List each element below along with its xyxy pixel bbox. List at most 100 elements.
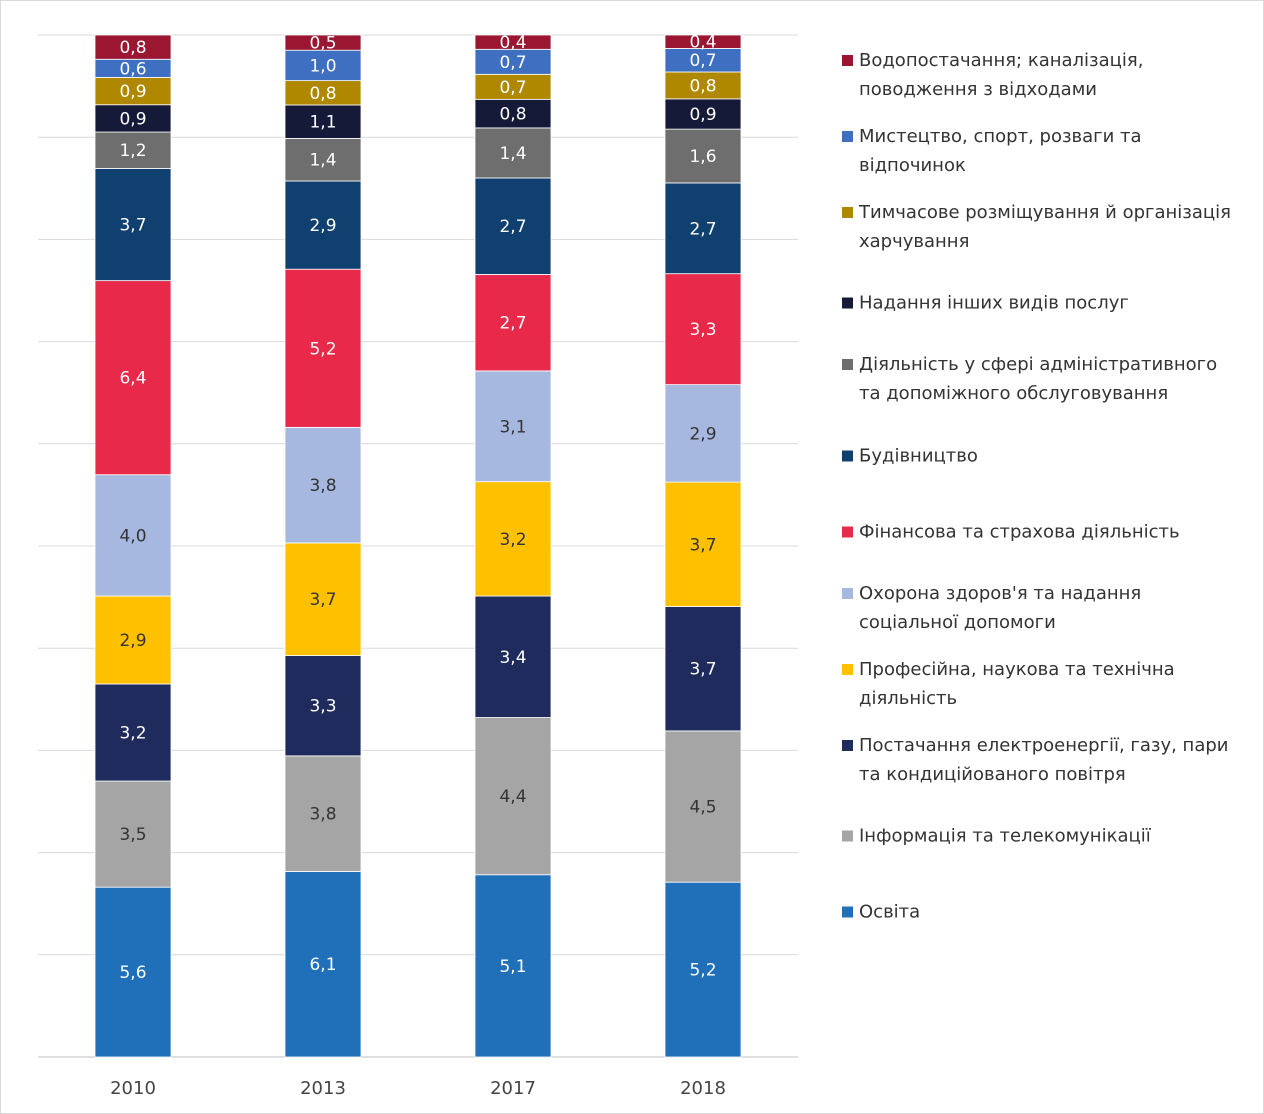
- bar-segment: [94, 886, 172, 1058]
- bar-segment: [664, 182, 742, 275]
- bar-segment: [474, 73, 552, 100]
- data-label: 3,2: [119, 724, 146, 744]
- bar-segment: [94, 683, 172, 782]
- bar-segment: [664, 730, 742, 883]
- legend-label: Надання інших видів послуг: [859, 292, 1129, 314]
- legend-item: Фінансова та страхова діяльність: [842, 517, 1252, 546]
- data-label: 3,1: [499, 417, 526, 437]
- bar-segment: [284, 755, 362, 872]
- legend-label: Постачання електроенергії, газу, пари та…: [859, 734, 1229, 785]
- legend-item: Охорона здоров'я та надання соціальної д…: [842, 579, 1252, 637]
- data-label: 1,0: [309, 56, 336, 76]
- bar-segment: [284, 34, 362, 51]
- bar-segment: [94, 77, 172, 106]
- legend-label: Тимчасове розміщування й організація хар…: [859, 202, 1231, 253]
- bar-segment: [664, 98, 742, 130]
- x-tick-label: 2018: [680, 1078, 726, 1099]
- legend-item: Мистецтво, спорт, розваги та відпочинок: [842, 122, 1252, 180]
- bar-segment: [474, 481, 552, 597]
- legend-swatch: [842, 450, 853, 461]
- data-label: 4,5: [689, 798, 716, 818]
- data-label: 0,9: [689, 105, 716, 125]
- bar-segment: [664, 128, 742, 184]
- legend-swatch: [842, 587, 853, 599]
- bar-segment: [284, 871, 362, 1058]
- legend-swatch: [842, 207, 853, 219]
- data-label: 2,9: [119, 631, 146, 651]
- legend-swatch: [842, 359, 853, 371]
- data-label: 1,6: [689, 147, 716, 167]
- bar-segment: [284, 542, 362, 656]
- bar-segment: [94, 780, 172, 888]
- bar-segment: [664, 481, 742, 607]
- bar-segment: [474, 177, 552, 275]
- data-label: 0,4: [689, 33, 716, 53]
- legend-label: Діяльність у сфері адміністративного та …: [859, 354, 1218, 405]
- data-label: 0,7: [689, 51, 716, 71]
- legend-swatch: [842, 526, 853, 538]
- legend-swatch: [842, 297, 853, 309]
- data-label: 1,2: [119, 141, 146, 161]
- bar-segment: [474, 98, 552, 129]
- bar-segment: [474, 34, 552, 50]
- data-label: 2,7: [499, 217, 526, 237]
- legend-item: Інформація та телекомунікації: [842, 822, 1252, 851]
- bar-segment: [474, 274, 552, 372]
- legend-label: Охорона здоров'я та надання соціальної д…: [859, 582, 1142, 633]
- data-label: 3,7: [119, 216, 146, 236]
- legend-label: Інформація та телекомунікації: [859, 825, 1151, 847]
- bar-segment: [474, 874, 552, 1058]
- bar-segment: [94, 168, 172, 282]
- data-label: 3,8: [309, 476, 336, 496]
- x-tick-label: 2013: [300, 1078, 346, 1099]
- bar-segment: [664, 384, 742, 483]
- data-label: 0,8: [499, 105, 526, 125]
- legend-item: Професійна, наукова та технічна діяльніс…: [842, 655, 1252, 713]
- data-label: 4,4: [499, 787, 526, 807]
- bar-segment: [284, 426, 362, 544]
- bar-segment: [284, 655, 362, 757]
- data-label: 3,7: [689, 660, 716, 680]
- legend-item: Надання інших видів послуг: [842, 289, 1252, 318]
- data-label: 2,9: [689, 424, 716, 444]
- bar-segment: [664, 34, 742, 49]
- data-label: 3,3: [689, 320, 716, 340]
- data-label: 6,4: [119, 369, 146, 389]
- data-label: 0,8: [689, 76, 716, 96]
- bar-segment: [94, 474, 172, 597]
- legend-swatch: [842, 906, 853, 918]
- bar-segment: [284, 138, 362, 182]
- data-label: 0,7: [499, 53, 526, 73]
- legend-swatch: [842, 663, 853, 675]
- data-label: 2,9: [309, 216, 336, 236]
- bar-segment: [94, 34, 172, 60]
- bar-segment: [474, 127, 552, 179]
- bar-segment: [284, 104, 362, 139]
- bar-segment: [94, 280, 172, 476]
- data-label: 0,4: [499, 33, 526, 53]
- data-label: 3,3: [309, 697, 336, 717]
- data-label: 2,7: [499, 314, 526, 334]
- bar-segment: [94, 595, 172, 685]
- legend-swatch: [842, 830, 853, 842]
- legend-label: Водопостачання; каналізація, поводження …: [859, 50, 1144, 100]
- data-label: 5,1: [499, 957, 526, 977]
- legend-item: Тимчасове розміщування й організація хар…: [842, 198, 1252, 256]
- data-label: 0,9: [119, 109, 146, 129]
- data-label: 3,4: [499, 648, 526, 668]
- data-label: 3,7: [309, 590, 336, 610]
- legend-item: Будівництво: [842, 441, 1252, 470]
- data-label: 4,0: [119, 526, 146, 546]
- legend-item: Постачання електроенергії, газу, пари та…: [842, 731, 1252, 789]
- legend-label: Будівництво: [859, 445, 978, 466]
- x-tick-label: 2017: [490, 1078, 536, 1099]
- bar-segment: [664, 273, 742, 386]
- data-label: 3,5: [119, 825, 146, 845]
- data-label: 1,4: [309, 151, 336, 171]
- data-label: 5,2: [689, 961, 716, 981]
- legend-item: Діяльність у сфері адміністративного та …: [842, 350, 1252, 408]
- bar-segment: [474, 595, 552, 718]
- legend-item: Водопостачання; каналізація, поводження …: [842, 46, 1252, 104]
